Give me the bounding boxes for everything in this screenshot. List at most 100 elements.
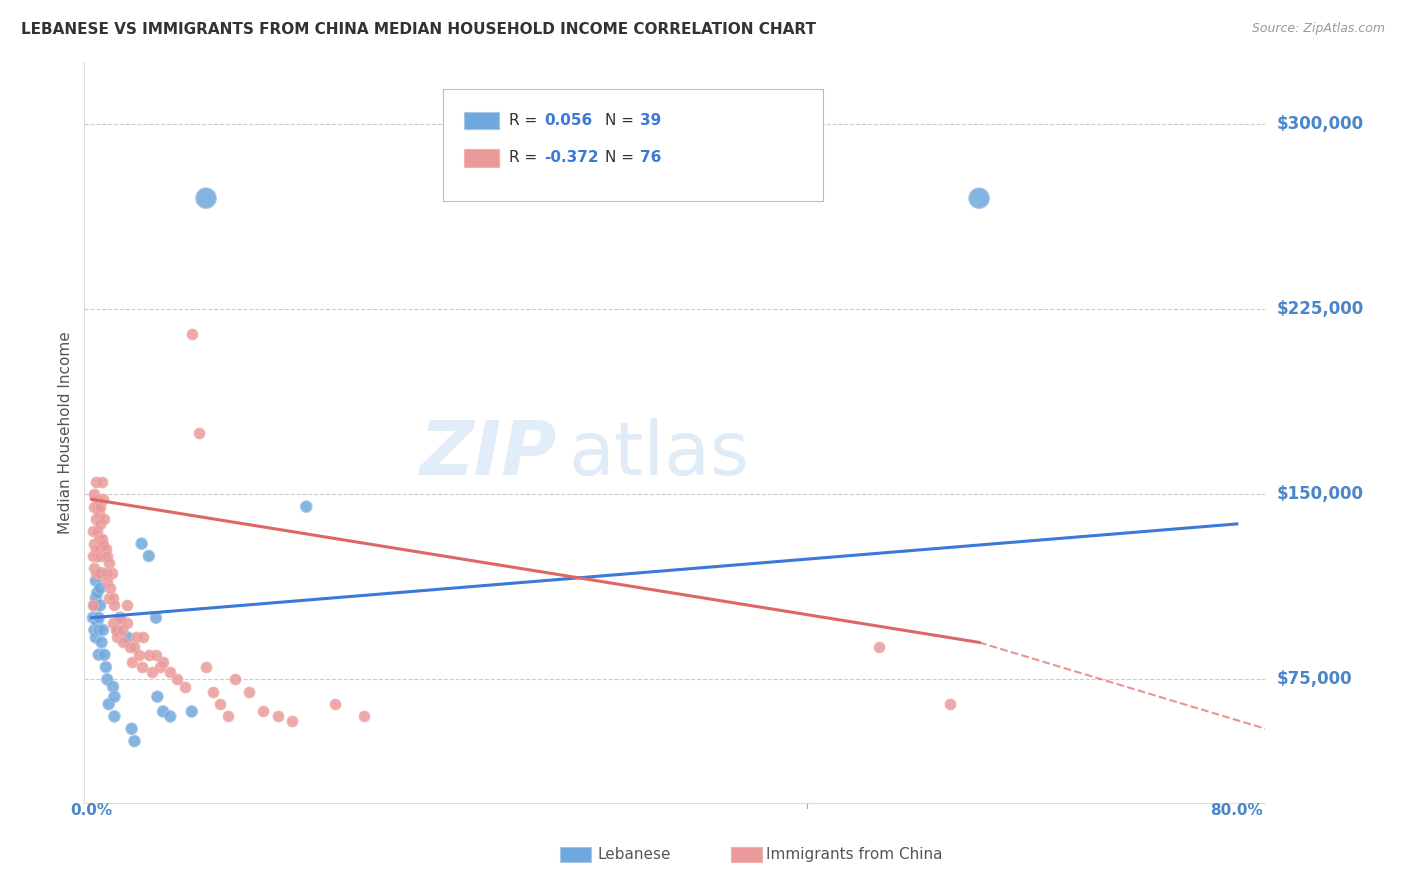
Point [87,623,110,637]
Text: $225,000: $225,000 [1277,301,1364,318]
Point [166,673,188,687]
Point [83,487,105,501]
Point [101,680,124,694]
Point [180,705,202,719]
Point [121,655,143,669]
Point [83,561,105,575]
Text: R =: R = [509,113,543,128]
Point [101,591,124,605]
Point [128,648,150,662]
Point [149,660,172,674]
Point [87,566,110,581]
Point [131,536,153,550]
Point [96,549,118,563]
Point [86,615,108,630]
Point [87,532,110,546]
Point [90,532,112,546]
Point [83,500,105,514]
Point [967,191,990,205]
Point [93,549,115,563]
Text: N =: N = [605,113,638,128]
Point [89,599,111,613]
Point [94,566,117,581]
Text: 39: 39 [640,113,661,128]
Point [117,615,139,630]
Point [131,660,153,674]
Text: $75,000: $75,000 [1277,671,1353,689]
Text: 76: 76 [640,151,661,165]
Point [93,648,115,662]
Point [94,541,117,556]
Point [187,425,209,440]
Point [146,690,169,704]
Text: Lebanese: Lebanese [598,847,671,862]
Point [89,500,111,514]
Text: Source: ZipAtlas.com: Source: ZipAtlas.com [1251,22,1385,36]
Point [101,615,124,630]
Point [97,557,120,571]
Point [173,680,195,694]
Point [82,524,104,539]
Point [94,660,117,674]
Point [82,549,104,563]
Point [84,591,107,605]
Point [82,599,104,613]
Point [117,631,139,645]
Point [202,685,225,699]
Point [868,640,890,655]
Point [180,326,202,341]
Point [105,631,128,645]
Point [97,697,120,711]
Point [98,581,121,595]
Point [138,549,160,563]
Point [83,599,105,613]
Point [90,635,112,649]
Point [89,549,111,563]
Point [266,709,288,723]
Point [105,623,128,637]
Point [86,524,108,539]
Text: 0.056: 0.056 [544,113,592,128]
Point [96,574,118,588]
Point [159,665,181,679]
Point [96,673,118,687]
Point [84,566,107,581]
Text: $150,000: $150,000 [1277,485,1364,503]
Point [87,541,110,556]
Point [87,610,110,624]
Point [84,475,107,489]
Point [103,690,125,704]
Point [132,631,155,645]
Text: 80.0%: 80.0% [1211,803,1263,818]
Point [104,623,127,637]
Point [195,191,218,205]
Point [89,581,111,595]
Point [281,714,304,729]
Point [108,610,131,624]
Point [91,492,114,507]
Point [90,566,112,581]
Point [138,648,160,662]
Text: atlas: atlas [568,418,749,491]
Point [84,512,107,526]
Point [84,574,107,588]
Text: ZIP: ZIP [419,418,557,491]
Point [103,599,125,613]
Point [152,655,174,669]
Point [103,709,125,723]
Point [108,610,131,624]
Point [323,697,346,711]
Point [195,660,218,674]
Point [84,631,107,645]
Text: Immigrants from China: Immigrants from China [766,847,943,862]
Text: -0.372: -0.372 [544,151,599,165]
Point [217,709,239,723]
Point [111,635,134,649]
Y-axis label: Median Household Income: Median Household Income [58,331,73,534]
Point [120,640,142,655]
Point [86,549,108,563]
Text: N =: N = [605,151,638,165]
Point [295,500,318,514]
Point [141,665,163,679]
Text: R =: R = [509,151,543,165]
